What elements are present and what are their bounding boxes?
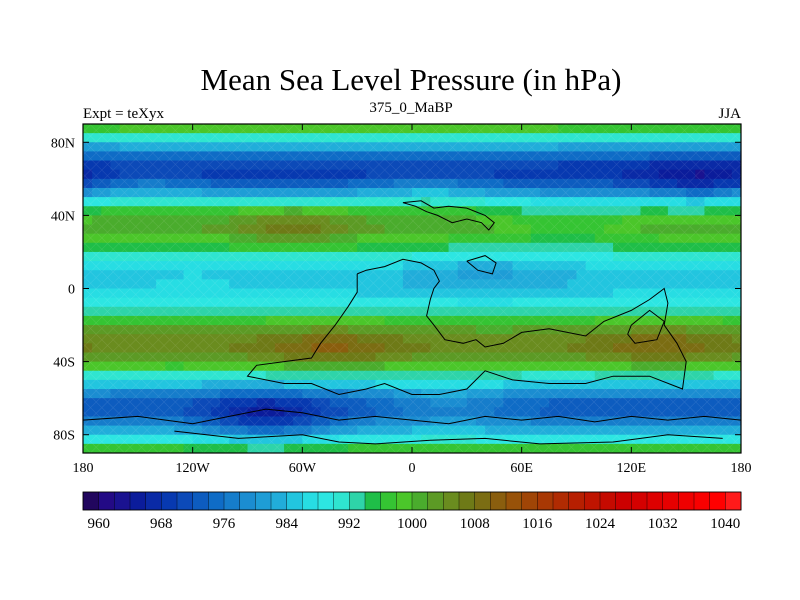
colorbar-box bbox=[192, 491, 209, 511]
colorbar: 960 968 976 984 992 1000 1008 1016 1024 1032 1040 bbox=[82, 491, 742, 532]
colorbar-box bbox=[161, 491, 178, 511]
colorbar-box bbox=[114, 491, 131, 511]
coastline bbox=[83, 408, 741, 425]
colorbar-box bbox=[443, 491, 460, 511]
colorbar-box bbox=[98, 491, 115, 511]
colorbar-label: 1000 bbox=[397, 516, 427, 532]
colorbar-box bbox=[521, 491, 538, 511]
colorbar-box bbox=[552, 491, 570, 511]
colorbar-box bbox=[458, 491, 476, 511]
colorbar-label: 1040 bbox=[710, 516, 740, 532]
colorbar-box bbox=[411, 491, 429, 511]
colorbar-box bbox=[709, 491, 726, 511]
colorbar-box bbox=[302, 491, 319, 511]
y-axis: 80N 40N 0 40S 80S bbox=[51, 136, 741, 444]
colorbar-box bbox=[631, 491, 648, 511]
colorbar-box bbox=[474, 491, 491, 511]
colorbar-label: 1032 bbox=[648, 516, 678, 532]
colorbar-box bbox=[333, 491, 350, 511]
coastlines bbox=[83, 200, 741, 445]
colorbar-box bbox=[239, 491, 256, 511]
coastline bbox=[402, 200, 495, 231]
colorbar-label: 1016 bbox=[522, 516, 553, 532]
colorbar-box bbox=[427, 491, 444, 511]
coastline bbox=[174, 430, 723, 445]
colorbar-box bbox=[490, 491, 507, 511]
y-tick-label: 40S bbox=[53, 356, 75, 371]
colorbar-frame bbox=[82, 491, 742, 511]
colorbar-label: 1008 bbox=[460, 516, 490, 532]
colorbar-box bbox=[537, 491, 554, 511]
colorbar-box bbox=[208, 491, 225, 511]
colorbar-box bbox=[662, 491, 679, 511]
experiment-label: Expt = teXyx bbox=[83, 106, 164, 122]
colorbar-box bbox=[129, 491, 147, 511]
colorbar-box bbox=[145, 491, 162, 511]
colorbar-label: 968 bbox=[150, 516, 173, 532]
colorbar-box bbox=[725, 491, 742, 511]
colorbar-box bbox=[615, 491, 632, 511]
coastline bbox=[627, 309, 665, 344]
colorbar-box bbox=[286, 491, 303, 511]
colorbar-label: 984 bbox=[275, 516, 298, 532]
x-tick-label: 180 bbox=[73, 461, 94, 476]
colorbar-box bbox=[223, 491, 241, 511]
x-tick-label: 120E bbox=[617, 461, 647, 476]
colorbar-box bbox=[678, 491, 695, 511]
colorbar-box bbox=[584, 491, 601, 511]
colorbar-label: 1024 bbox=[585, 516, 616, 532]
chart-title: Mean Sea Level Pressure (in hPa) bbox=[201, 62, 622, 97]
coastline bbox=[466, 255, 497, 275]
y-tick-label: 80S bbox=[53, 429, 75, 444]
colorbar-box bbox=[349, 491, 366, 511]
x-tick-label: 120W bbox=[176, 461, 211, 476]
colorbar-label: 976 bbox=[213, 516, 236, 532]
x-axis: 180 120W 60W 0 60E 120E 180 bbox=[73, 124, 752, 476]
y-tick-label: 0 bbox=[68, 283, 75, 298]
coastline bbox=[246, 258, 687, 396]
field-hatching bbox=[83, 124, 741, 453]
x-tick-label: 60W bbox=[289, 461, 317, 476]
colorbar-box bbox=[599, 491, 617, 511]
colorbar-label: 992 bbox=[338, 516, 361, 532]
colorbar-label: 960 bbox=[87, 516, 110, 532]
colorbar-box bbox=[693, 491, 711, 511]
time-label: 375_0_MaBP bbox=[369, 100, 452, 116]
colorbar-box bbox=[646, 491, 664, 511]
x-tick-label: 180 bbox=[731, 461, 752, 476]
colorbar-box bbox=[396, 491, 413, 511]
colorbar-box bbox=[270, 491, 288, 511]
colorbar-box bbox=[568, 491, 585, 511]
colorbar-box bbox=[82, 491, 100, 511]
colorbar-box bbox=[255, 491, 272, 511]
colorbar-box bbox=[364, 491, 382, 511]
x-tick-label: 60E bbox=[510, 461, 533, 476]
x-tick-label: 0 bbox=[409, 461, 416, 476]
colorbar-box bbox=[317, 491, 335, 511]
season-label: JJA bbox=[718, 106, 741, 122]
colorbar-box bbox=[380, 491, 397, 511]
colorbar-box bbox=[505, 491, 523, 511]
colorbar-box bbox=[176, 491, 194, 511]
y-tick-label: 40N bbox=[51, 209, 75, 224]
y-tick-label: 80N bbox=[51, 136, 75, 151]
